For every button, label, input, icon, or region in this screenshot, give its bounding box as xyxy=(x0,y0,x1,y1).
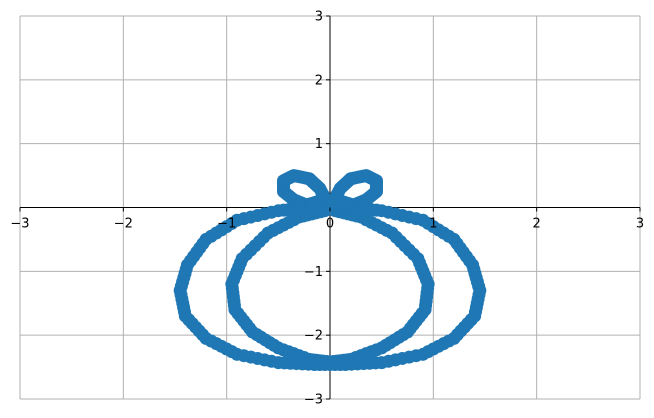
data-point xyxy=(442,229,456,243)
data-point xyxy=(307,200,321,214)
data-point xyxy=(277,356,291,370)
y-tick-label: −1 xyxy=(304,265,323,280)
data-point xyxy=(389,230,403,244)
x-tick-label: 1 xyxy=(429,217,437,232)
data-points xyxy=(173,169,487,372)
data-point xyxy=(421,345,435,359)
y-tick-label: 3 xyxy=(315,10,323,25)
data-point xyxy=(225,216,239,230)
y-tick-label: −3 xyxy=(304,393,323,408)
y-tick-label: 1 xyxy=(315,137,323,152)
data-point xyxy=(370,203,383,217)
x-tick-label: −2 xyxy=(114,217,133,232)
x-tick-label: −3 xyxy=(10,217,29,232)
data-point xyxy=(409,212,423,226)
data-point xyxy=(196,237,210,251)
data-point xyxy=(382,354,396,368)
x-tick-label: −1 xyxy=(217,217,236,232)
tick-layer: −3 −2 −1 0 1 2 3 −3 −2 −1 1 2 3 xyxy=(10,10,644,408)
x-tick-label: 3 xyxy=(636,217,644,232)
data-point xyxy=(237,349,251,363)
y-tick-label: −2 xyxy=(304,329,323,344)
x-tick-label: 0 xyxy=(326,217,334,232)
data-point xyxy=(264,205,278,219)
y-tick-label: 2 xyxy=(315,73,323,88)
data-point xyxy=(266,223,280,237)
x-tick-label: 2 xyxy=(533,217,541,232)
